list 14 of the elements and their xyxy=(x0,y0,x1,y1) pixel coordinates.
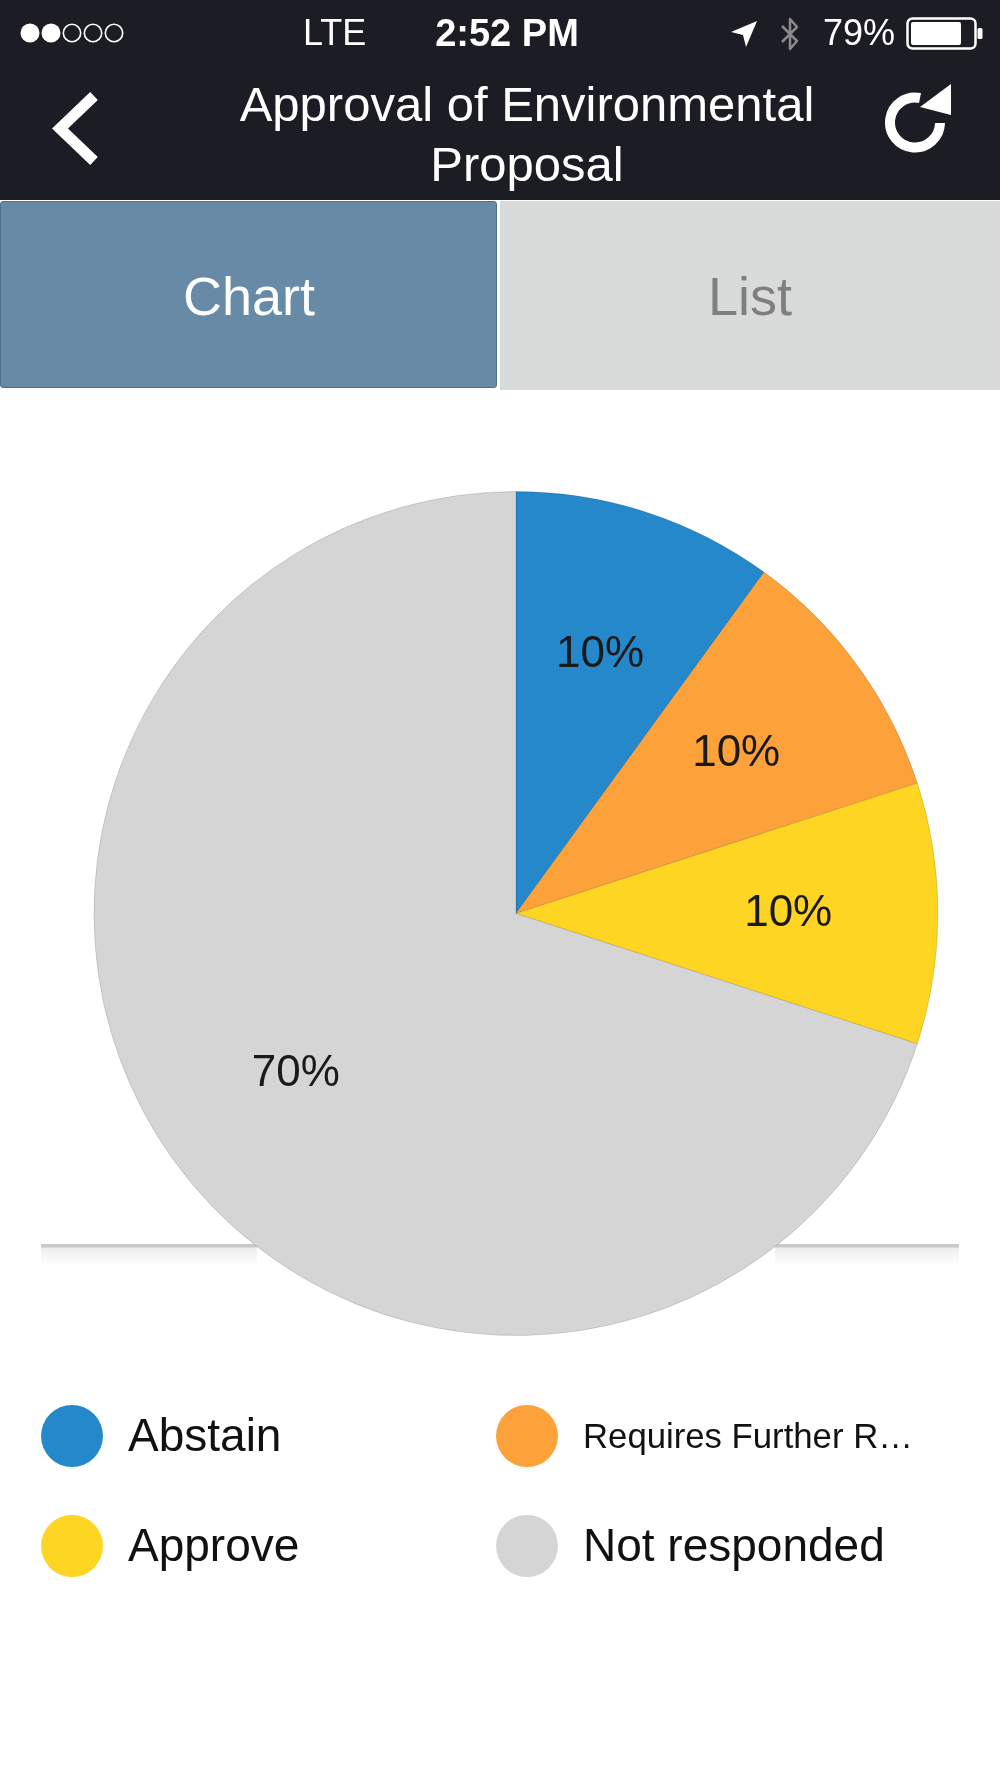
data-label: 10% xyxy=(556,626,645,676)
text: 2:52 PM xyxy=(435,12,579,54)
data-label: 10% xyxy=(692,725,781,775)
legend-label: Abstain xyxy=(128,1408,282,1461)
text: List xyxy=(707,266,793,326)
chart-title: Approval of Environmental Proposal xyxy=(238,76,816,193)
text: 79% xyxy=(823,12,896,53)
text: Chart xyxy=(182,266,316,326)
text: LTE xyxy=(303,12,367,53)
legend-label: Not responded xyxy=(583,1518,885,1571)
legend-label: Requires Further R… xyxy=(583,1416,913,1455)
data-label: 10% xyxy=(744,885,833,935)
data-label: 70% xyxy=(251,1045,340,1095)
legend-label: Approve xyxy=(128,1518,300,1571)
